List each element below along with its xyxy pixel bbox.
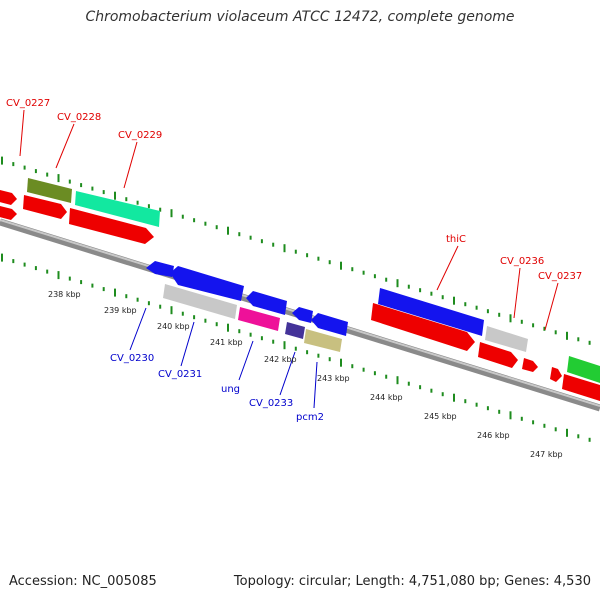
svg-text:CV_0237: CV_0237 (538, 271, 582, 282)
svg-text:CV_0236: CV_0236 (500, 256, 544, 267)
gene-feature-cv0238[interactable] (562, 374, 600, 401)
gene-label-cv0231[interactable]: CV_0231 (158, 321, 202, 380)
gene-feature-thic-cog[interactable] (378, 288, 484, 336)
gene-feature-cv0236[interactable] (478, 342, 518, 368)
scale-label: 247 kbp (530, 450, 563, 459)
gene-label-cv0236[interactable]: CV_0236 (500, 256, 544, 319)
scale-label: 238 kbp (48, 290, 81, 299)
scale-label: 245 kbp (424, 412, 457, 421)
gene-feature-cv0237-cog[interactable] (567, 356, 600, 383)
svg-text:thiC: thiC (446, 234, 466, 245)
inner-tick-row (1, 253, 591, 442)
gene-label-cv0233[interactable]: CV_0233 (249, 351, 296, 409)
gene-feature-cv0233-cog[interactable] (285, 322, 305, 339)
gene-feature-cv0228[interactable] (23, 195, 67, 219)
scale-label: 239 kbp (104, 306, 137, 315)
scale-labels: 238 kbp 239 kbp 240 kbp 241 kbp 242 kbp … (48, 290, 563, 459)
outer-tick-row (1, 156, 591, 345)
scale-label: 244 kbp (370, 393, 403, 402)
scale-label: 242 kbp (264, 355, 297, 364)
svg-text:CV_0229: CV_0229 (118, 130, 162, 141)
gene-label-cv0229[interactable]: CV_0229 (118, 130, 162, 189)
svg-text:CV_0231: CV_0231 (158, 369, 202, 380)
gene-feature-cv0233[interactable] (292, 307, 313, 323)
gene-feature-cv0237-a[interactable] (522, 358, 538, 372)
gene-label-cv0237[interactable]: CV_0237 (538, 271, 582, 331)
gene-label-cv0227[interactable]: CV_0227 (6, 98, 50, 157)
svg-text:ung: ung (221, 384, 240, 395)
svg-text:CV_0228: CV_0228 (57, 112, 101, 123)
gene-feature-cv0237-b[interactable] (550, 367, 562, 382)
gene-feature-cv0230[interactable] (146, 261, 174, 277)
gene-feature-pcm2[interactable] (311, 313, 348, 336)
gene-feature-cv0228-cog[interactable] (27, 178, 72, 203)
scale-label: 246 kbp (477, 431, 510, 440)
gene-label-thic[interactable]: thiC (436, 234, 466, 291)
gene-label-cv0228[interactable]: CV_0228 (55, 112, 101, 169)
gene-feature-ung[interactable] (246, 291, 287, 315)
scale-label: 243 kbp (317, 374, 350, 383)
gene-feature-cv0229[interactable] (69, 208, 154, 244)
genome-title: Chromobacterium violaceum ATCC 12472, co… (85, 9, 515, 25)
gene-feature-ung-cog[interactable] (238, 307, 280, 331)
gene-feature-cv0231[interactable] (170, 266, 244, 301)
gene-label-ung[interactable]: ung (221, 340, 254, 395)
gene-feature-pcm2-cog[interactable] (304, 329, 342, 352)
gene-feature-cv0229-cog[interactable] (75, 191, 160, 227)
gene-feature-thic[interactable] (371, 303, 475, 351)
svg-text:pcm2: pcm2 (296, 412, 324, 423)
svg-text:CV_0227: CV_0227 (6, 98, 50, 109)
gene-feature-cv0231-cog[interactable] (163, 284, 237, 319)
svg-text:CV_0230: CV_0230 (110, 353, 154, 364)
svg-text:CV_0233: CV_0233 (249, 398, 293, 409)
gene-feature-cv0236-cog[interactable] (485, 326, 528, 352)
scale-label: 241 kbp (210, 338, 243, 347)
gene-feature-cv0227-cog[interactable] (0, 189, 17, 205)
gene-label-pcm2[interactable]: pcm2 (296, 361, 324, 423)
genome-stats-text: Topology: circular; Length: 4,751,080 bp… (233, 574, 591, 589)
gene-label-cv0230[interactable]: CV_0230 (110, 307, 154, 364)
gene-feature-cv0227[interactable] (0, 205, 17, 220)
scale-label: 240 kbp (157, 322, 190, 331)
accession-text: Accession: NC_005085 (9, 574, 157, 589)
